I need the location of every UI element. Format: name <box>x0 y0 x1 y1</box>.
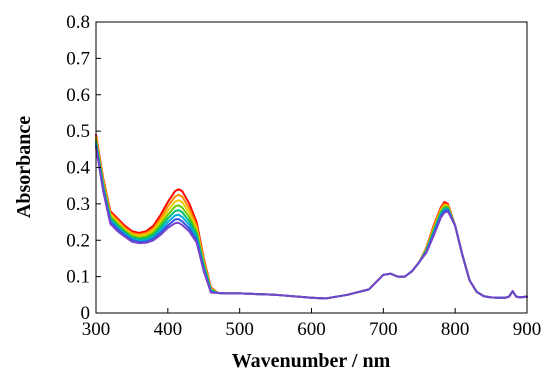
y-tick-label: 0.3 <box>66 194 90 215</box>
y-tick-label: 0 <box>81 303 91 324</box>
axes-layer: 0 0.1 0.2 0.3 0.4 0.5 0.6 0.7 0.8 300 400 500 600 700… <box>66 12 541 340</box>
y-tick-label: 0.4 <box>66 158 90 179</box>
series-layer <box>95 133 528 300</box>
y-tick-label: 0.7 <box>66 48 90 69</box>
series-line-8 <box>95 146 528 300</box>
x-tick-label: 800 <box>441 319 470 340</box>
x-tick-label: 400 <box>154 319 183 340</box>
x-tick-label: 500 <box>225 319 254 340</box>
x-tick-label: 600 <box>297 319 326 340</box>
y-tick-label: 0.8 <box>66 12 90 33</box>
x-axis-title: Wavenumber / nm <box>232 350 391 372</box>
series-line-2 <box>95 135 528 300</box>
y-tick-label: 0.6 <box>66 85 90 106</box>
x-tick-label: 300 <box>82 319 111 340</box>
x-tick-label: 700 <box>369 319 398 340</box>
y-tick-label: 0.1 <box>66 267 90 288</box>
y-tick-label: 0.2 <box>66 230 90 251</box>
x-tick-label: 900 <box>513 319 542 340</box>
y-tick-label: 0.5 <box>66 121 90 142</box>
y-axis-title: Absorbance <box>13 116 35 218</box>
plot-frame <box>95 21 528 314</box>
